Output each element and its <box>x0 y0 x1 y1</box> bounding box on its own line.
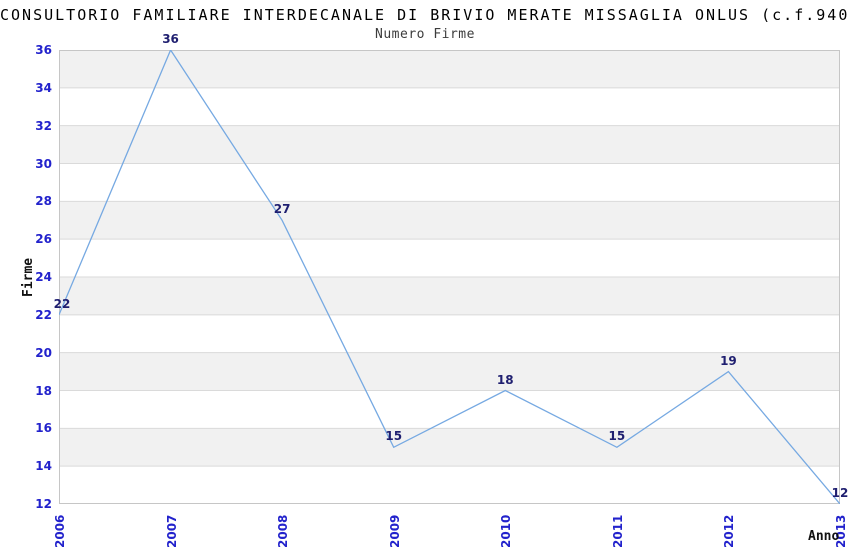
y-tick-label: 26 <box>35 232 52 247</box>
x-tick-label: 2008 <box>276 514 291 548</box>
y-tick-label: 34 <box>35 80 52 95</box>
y-tick-label: 32 <box>35 118 52 133</box>
x-axis-title: Anno <box>808 529 840 544</box>
y-tick-label: 30 <box>35 156 52 171</box>
line-chart-svg <box>58 48 841 505</box>
y-tick-label: 24 <box>35 270 52 284</box>
y-tick-label: 36 <box>35 43 52 57</box>
y-axis-title: Firme <box>21 257 36 297</box>
y-tick-label: 12 <box>35 497 52 511</box>
plot-border <box>59 50 840 504</box>
plot-band <box>59 277 840 315</box>
y-tick-label: 28 <box>35 194 52 209</box>
data-point-label: 27 <box>273 202 291 217</box>
plot-band <box>59 125 840 164</box>
y-tick-label: 16 <box>35 421 52 436</box>
data-point-label: 12 <box>831 486 849 500</box>
x-tick-label: 2010 <box>499 514 514 548</box>
data-point-label: 22 <box>53 296 71 311</box>
x-tick-label: 2011 <box>610 514 625 548</box>
chart-subtitle: Numero Firme <box>375 27 475 42</box>
data-point-label: 36 <box>162 32 179 46</box>
data-line-series <box>58 48 841 505</box>
y-tick-label: 22 <box>35 307 52 322</box>
y-tick-label: 18 <box>35 383 52 398</box>
x-tick-label: 2007 <box>164 514 179 548</box>
data-point-label: 15 <box>608 429 626 444</box>
data-point-label: 18 <box>496 372 514 387</box>
plot-band <box>59 50 840 88</box>
data-point-label: 19 <box>720 353 737 368</box>
y-tick-label: 20 <box>35 345 52 360</box>
plot-area <box>58 48 841 505</box>
x-tick-label: 2009 <box>387 514 402 548</box>
plot-band <box>59 428 840 467</box>
data-point-label: 15 <box>385 429 403 444</box>
y-tick-label: 14 <box>35 459 52 474</box>
plot-band <box>59 201 840 240</box>
x-tick-label: 2012 <box>722 514 737 548</box>
chart-main-title: CONSULTORIO FAMILIARE INTERDECANALE DI B… <box>0 6 850 24</box>
x-tick-label: 2006 <box>53 514 67 548</box>
